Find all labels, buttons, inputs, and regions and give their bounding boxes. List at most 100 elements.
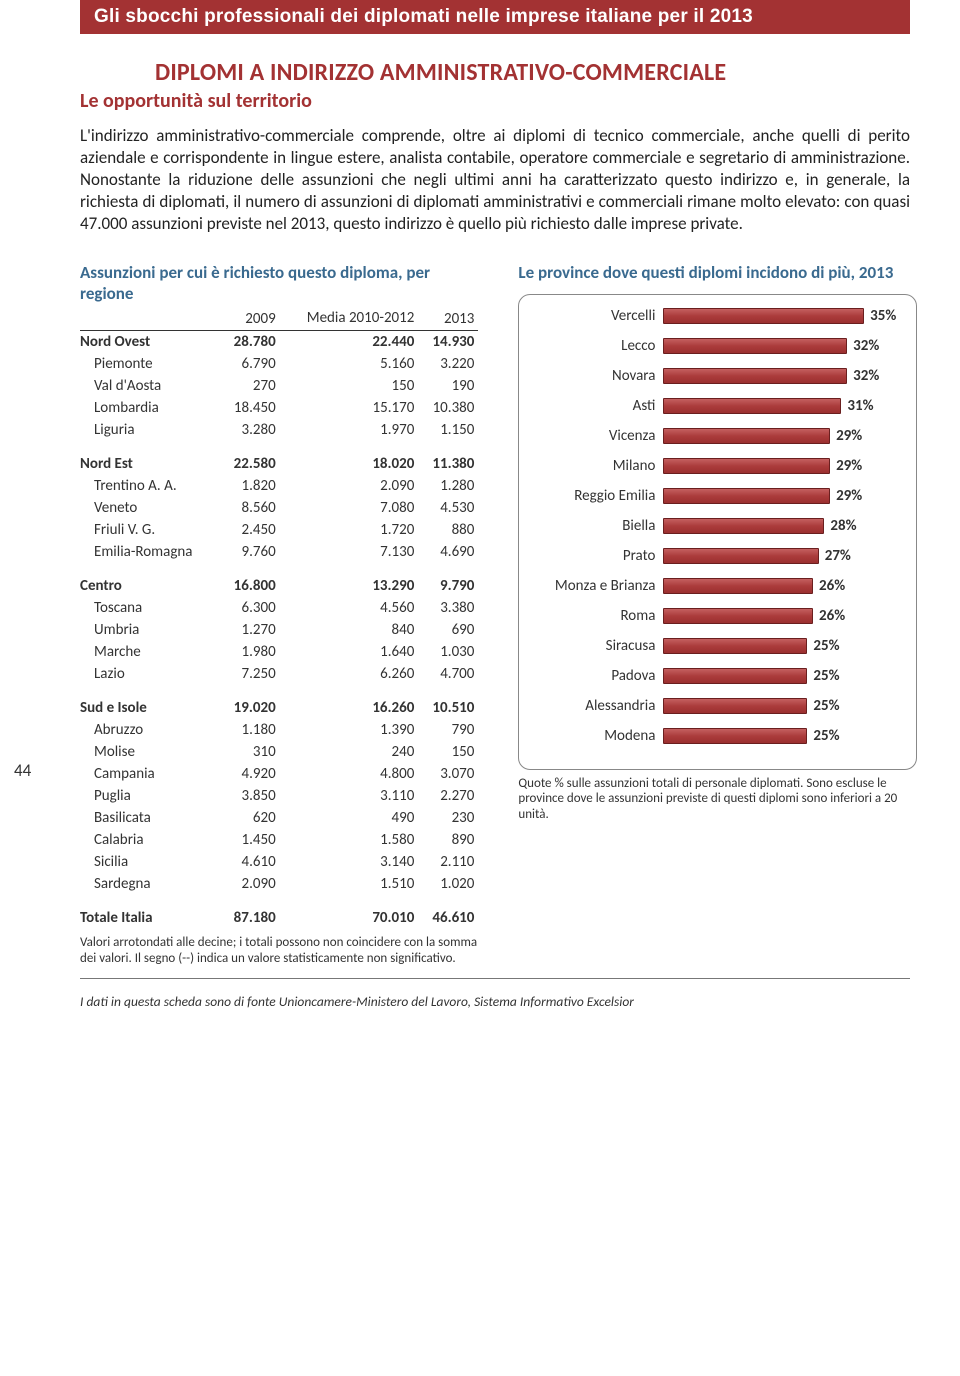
col-header-1: 2009	[220, 308, 280, 331]
bar-row: Milano 29%	[525, 457, 905, 475]
bar-row: Novara32%	[525, 367, 905, 385]
bar-row: Monza e Brianza 26%	[525, 577, 905, 595]
col-header-2: Media 2010-2012	[280, 308, 419, 331]
table-row: Molise310240150	[80, 741, 478, 763]
bar-label: Siracusa	[525, 637, 663, 655]
bar-value: 29%	[836, 427, 862, 445]
bar-label: Biella	[525, 517, 663, 535]
bar	[663, 338, 847, 354]
col-header-3: 2013	[418, 308, 478, 331]
table-group-row: Sud e Isole19.02016.26010.510	[80, 697, 478, 719]
bar	[663, 368, 847, 384]
bar-value: 35%	[870, 307, 896, 325]
bar-row: Biella 28%	[525, 517, 905, 535]
table-row: Friuli V. G.2.4501.720880	[80, 519, 478, 541]
bar-row: Vercelli 35%	[525, 307, 905, 325]
bar-value: 25%	[813, 727, 839, 745]
table-group-row: Totale Italia87.18070.01046.610	[80, 907, 478, 929]
bar-label: Alessandria	[525, 697, 663, 715]
table-row: Lazio7.2506.2604.700	[80, 663, 478, 685]
table-group-row: Centro16.80013.2909.790	[80, 575, 478, 597]
table-row: Campania4.9204.8003.070	[80, 763, 478, 785]
bar	[663, 578, 813, 594]
bar-value: 32%	[853, 367, 879, 385]
bar-label: Asti	[525, 397, 663, 415]
table-group-row: Nord Ovest28.78022.44014.930	[80, 331, 478, 353]
bar-value: 29%	[836, 487, 862, 505]
page-number: 44	[14, 760, 31, 781]
bar-row: Alessandria 25%	[525, 697, 905, 715]
bar-label: Padova	[525, 667, 663, 685]
bar	[663, 608, 813, 624]
bar-value: 26%	[819, 577, 845, 595]
table-row: Veneto8.5607.0804.530	[80, 497, 478, 519]
table-row: Abruzzo1.1801.390790	[80, 719, 478, 741]
bar-row: Siracusa 25%	[525, 637, 905, 655]
bar-value: 25%	[813, 637, 839, 655]
section-title: DIPLOMI A INDIRIZZO AMMINISTRATIVO-COMME…	[155, 58, 910, 87]
table-row: Sardegna2.0901.5101.020	[80, 873, 478, 895]
bar	[663, 548, 818, 564]
bar	[663, 698, 807, 714]
right-column: Le province dove questi diplomi incidono…	[518, 263, 916, 966]
bar-row: Vicenza 29%	[525, 427, 905, 445]
bar-label: Monza e Brianza	[525, 577, 663, 595]
source-line: I dati in questa scheda sono di fonte Un…	[80, 993, 910, 1010]
bar-value: 27%	[825, 547, 851, 565]
table-row: Calabria1.4501.580890	[80, 829, 478, 851]
table-row: Sicilia4.6103.1402.110	[80, 851, 478, 873]
bar-value: 26%	[819, 607, 845, 625]
bar-label: Prato	[525, 547, 663, 565]
chart-footnote: Quote % sulle assunzioni totali di perso…	[518, 776, 916, 823]
bar	[663, 458, 830, 474]
bar-label: Vercelli	[525, 307, 663, 325]
page-container: Gli sbocchi professionali dei diplomati …	[0, 0, 960, 1040]
bar	[663, 668, 807, 684]
table-group-row: Nord Est22.58018.02011.380	[80, 453, 478, 475]
bar-value: 25%	[813, 667, 839, 685]
bar-label: Roma	[525, 607, 663, 625]
bar-row: Lecco 32%	[525, 337, 905, 355]
bar-row: Roma 26%	[525, 607, 905, 625]
table-row: Trentino A. A.1.8202.0901.280	[80, 475, 478, 497]
subsection-title: Le opportunità sul territorio	[80, 89, 910, 113]
bar-row: Prato 27%	[525, 547, 905, 565]
header-band: Gli sbocchi professionali dei diplomati …	[80, 0, 910, 34]
two-column-layout: Assunzioni per cui è richiesto questo di…	[80, 263, 910, 966]
bar	[663, 428, 830, 444]
bar-row: Modena 25%	[525, 727, 905, 745]
bar-label: Milano	[525, 457, 663, 475]
bar-label: Modena	[525, 727, 663, 745]
bar	[663, 488, 830, 504]
bar	[663, 398, 841, 414]
table-row: Umbria1.270840690	[80, 619, 478, 641]
table-row: Liguria3.2801.9701.150	[80, 419, 478, 441]
bar-value: 29%	[836, 457, 862, 475]
bar-label: Lecco	[525, 337, 663, 355]
table-row: Marche1.9801.6401.030	[80, 641, 478, 663]
table-footnote: Valori arrotondati alle decine; i totali…	[80, 935, 478, 966]
table-row: Basilicata620490230	[80, 807, 478, 829]
bar-label: Reggio Emilia	[525, 487, 663, 505]
table-row: Toscana6.3004.5603.380	[80, 597, 478, 619]
bar	[663, 308, 864, 324]
bar-row: Asti31%	[525, 397, 905, 415]
table-row: Lombardia18.45015.17010.380	[80, 397, 478, 419]
table-row: Emilia-Romagna9.7607.1304.690	[80, 541, 478, 563]
table-row: Val d'Aosta270150190	[80, 375, 478, 397]
table-title: Assunzioni per cui è richiesto questo di…	[80, 263, 478, 304]
bar	[663, 518, 824, 534]
table-row: Piemonte6.7905.1603.220	[80, 353, 478, 375]
bar-value: 32%	[853, 337, 879, 355]
bar-value: 28%	[830, 517, 856, 535]
left-column: Assunzioni per cui è richiesto questo di…	[80, 263, 478, 966]
bar	[663, 728, 807, 744]
bar	[663, 638, 807, 654]
bar-row: Padova 25%	[525, 667, 905, 685]
bar-row: Reggio Emilia 29%	[525, 487, 905, 505]
intro-paragraph: L'indirizzo amministrativo-commerciale c…	[80, 125, 910, 235]
bar-label: Vicenza	[525, 427, 663, 445]
bar-value: 25%	[813, 697, 839, 715]
chart-frame: Vercelli35%Lecco32%Novara32%Asti31%Vicen…	[518, 294, 916, 770]
chart-title: Le province dove questi diplomi incidono…	[518, 263, 916, 283]
